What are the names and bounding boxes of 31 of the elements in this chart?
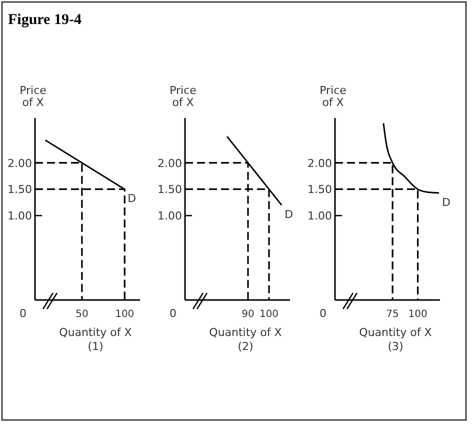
text: 0	[20, 307, 26, 320]
text: 0	[170, 307, 176, 320]
x-axis-title: Quantity of X	[59, 326, 132, 339]
x-tick-label: 90	[242, 309, 254, 320]
series-label: D	[128, 192, 136, 206]
y-tick-label: 1.50	[158, 183, 182, 196]
x-tick-label: 75	[386, 309, 399, 320]
y-tick-label: 2.00	[8, 156, 32, 170]
text: (1)	[88, 340, 104, 353]
x-axis-title: Quantity of X	[209, 326, 282, 339]
y-tick-label: 1.00	[158, 210, 182, 223]
y-tick-label: 1.50	[308, 183, 332, 196]
y-tick-label: 1.00	[308, 210, 332, 223]
series-label: D	[284, 208, 294, 222]
text: (3)	[388, 340, 404, 353]
y-axis-title: Price of X	[170, 84, 197, 109]
x-tick-label: 50	[76, 309, 88, 320]
text: 0	[320, 307, 326, 320]
y-axis-title: Price of X	[20, 84, 47, 109]
chart-title: Figure 19-4	[8, 12, 82, 28]
y-tick-label: 1.00	[8, 210, 32, 223]
y-tick-label: 2.00	[158, 156, 182, 170]
y-tick-label: 1.50	[8, 183, 32, 196]
y-axis-title: Price of X	[320, 84, 347, 109]
x-tick-label: 100	[115, 309, 134, 320]
x-axis-title: Quantity of X	[359, 326, 432, 339]
y-tick-label: 2.00	[308, 156, 332, 170]
x-tick-label: 100	[259, 309, 279, 320]
x-tick-label: 100	[408, 309, 428, 320]
text: (2)	[238, 340, 254, 353]
series-label: D	[442, 196, 450, 209]
